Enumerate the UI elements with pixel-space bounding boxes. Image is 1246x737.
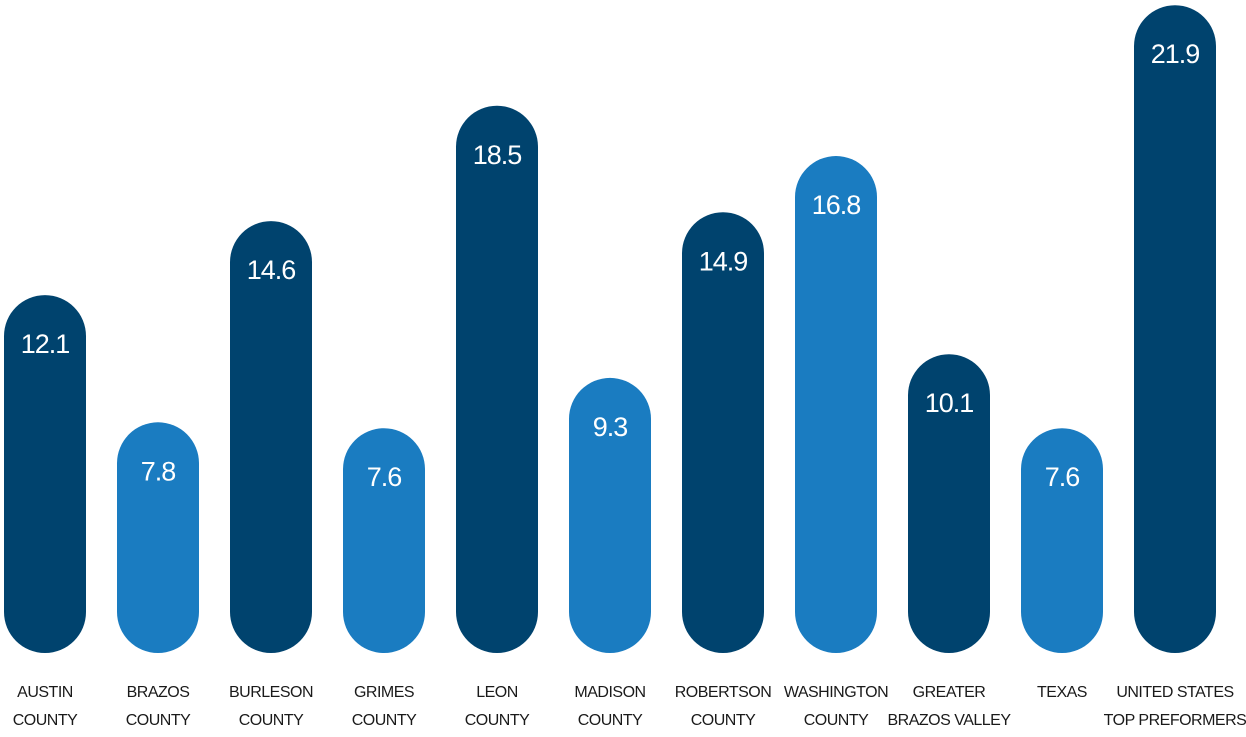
category-label-10-line-1: TOP PREFORMERS [1104,712,1246,729]
category-label-0-line-1: COUNTY [13,712,78,729]
bar-7 [795,156,877,653]
category-label-6-line-1: COUNTY [691,712,756,729]
bar-value-label-4: 18.5 [473,140,522,170]
bar-value-label-5: 9.3 [593,412,628,442]
bar-value-label-7: 16.8 [812,190,861,220]
category-label-5-line-1: COUNTY [578,712,643,729]
bar-9 [1021,428,1103,653]
bar-2 [230,221,312,653]
category-label-1-line-1: COUNTY [126,712,191,729]
category-label-9-line-0: TEXAS [1037,684,1087,701]
category-label-3: GRIMES COUNTY [352,684,417,729]
bar-value-label-8: 10.1 [925,388,974,418]
category-label-8: GREATER BRAZOS VALLEY [887,684,1011,729]
category-label-4: LEON COUNTY [465,684,530,729]
bars-group [4,5,1216,654]
category-label-4-line-1: COUNTY [465,712,530,729]
category-label-3-line-1: COUNTY [352,712,417,729]
bar-10 [1134,5,1216,654]
category-label-7-line-0: WASHINGTON [784,684,888,701]
category-label-2: BURLESON COUNTY [229,684,313,729]
bar-value-label-10: 21.9 [1151,39,1200,69]
category-label-5-line-0: MADISON [574,684,645,701]
category-label-1-line-0: BRAZOS [127,684,190,701]
bar-6 [682,212,764,653]
category-label-3-line-0: GRIMES [354,684,414,701]
bar-3 [343,428,425,653]
category-label-6: ROBERTSON COUNTY [675,684,772,729]
bar-8 [908,354,990,653]
bar-value-label-0: 12.1 [21,329,70,359]
bar-value-label-6: 14.9 [699,246,748,276]
value-labels-group: 12.1 7.8 14.6 7.6 18.5 9.3 14.9 16.8 10.1 7.6 21.9 [21,39,1201,492]
category-label-8-line-0: GREATER [913,684,986,701]
category-label-2-line-1: COUNTY [239,712,304,729]
category-label-0-line-0: AUSTIN [17,684,73,701]
category-label-8-line-1: BRAZOS VALLEY [887,712,1011,729]
bar-value-label-2: 14.6 [247,255,296,285]
category-label-0: AUSTIN COUNTY [13,684,78,729]
bar-1 [117,422,199,653]
category-label-10: UNITED STATES TOP PREFORMERS [1104,684,1246,729]
category-label-1: BRAZOS COUNTY [126,684,191,729]
bar-value-label-3: 7.6 [367,462,402,492]
category-label-7-line-1: COUNTY [804,712,869,729]
bar-4 [456,105,538,653]
bar-value-label-9: 7.6 [1045,462,1080,492]
bar-value-label-1: 7.8 [141,456,176,486]
category-label-7: WASHINGTON COUNTY [784,684,888,729]
category-label-9: TEXAS [1037,684,1087,701]
category-label-10-line-0: UNITED STATES [1116,684,1233,701]
category-label-5: MADISON COUNTY [574,684,645,729]
category-label-6-line-0: ROBERTSON [675,684,772,701]
category-label-4-line-0: LEON [476,684,518,701]
bar-5 [569,377,651,653]
category-label-2-line-0: BURLESON [229,684,313,701]
bar-0 [4,295,86,653]
